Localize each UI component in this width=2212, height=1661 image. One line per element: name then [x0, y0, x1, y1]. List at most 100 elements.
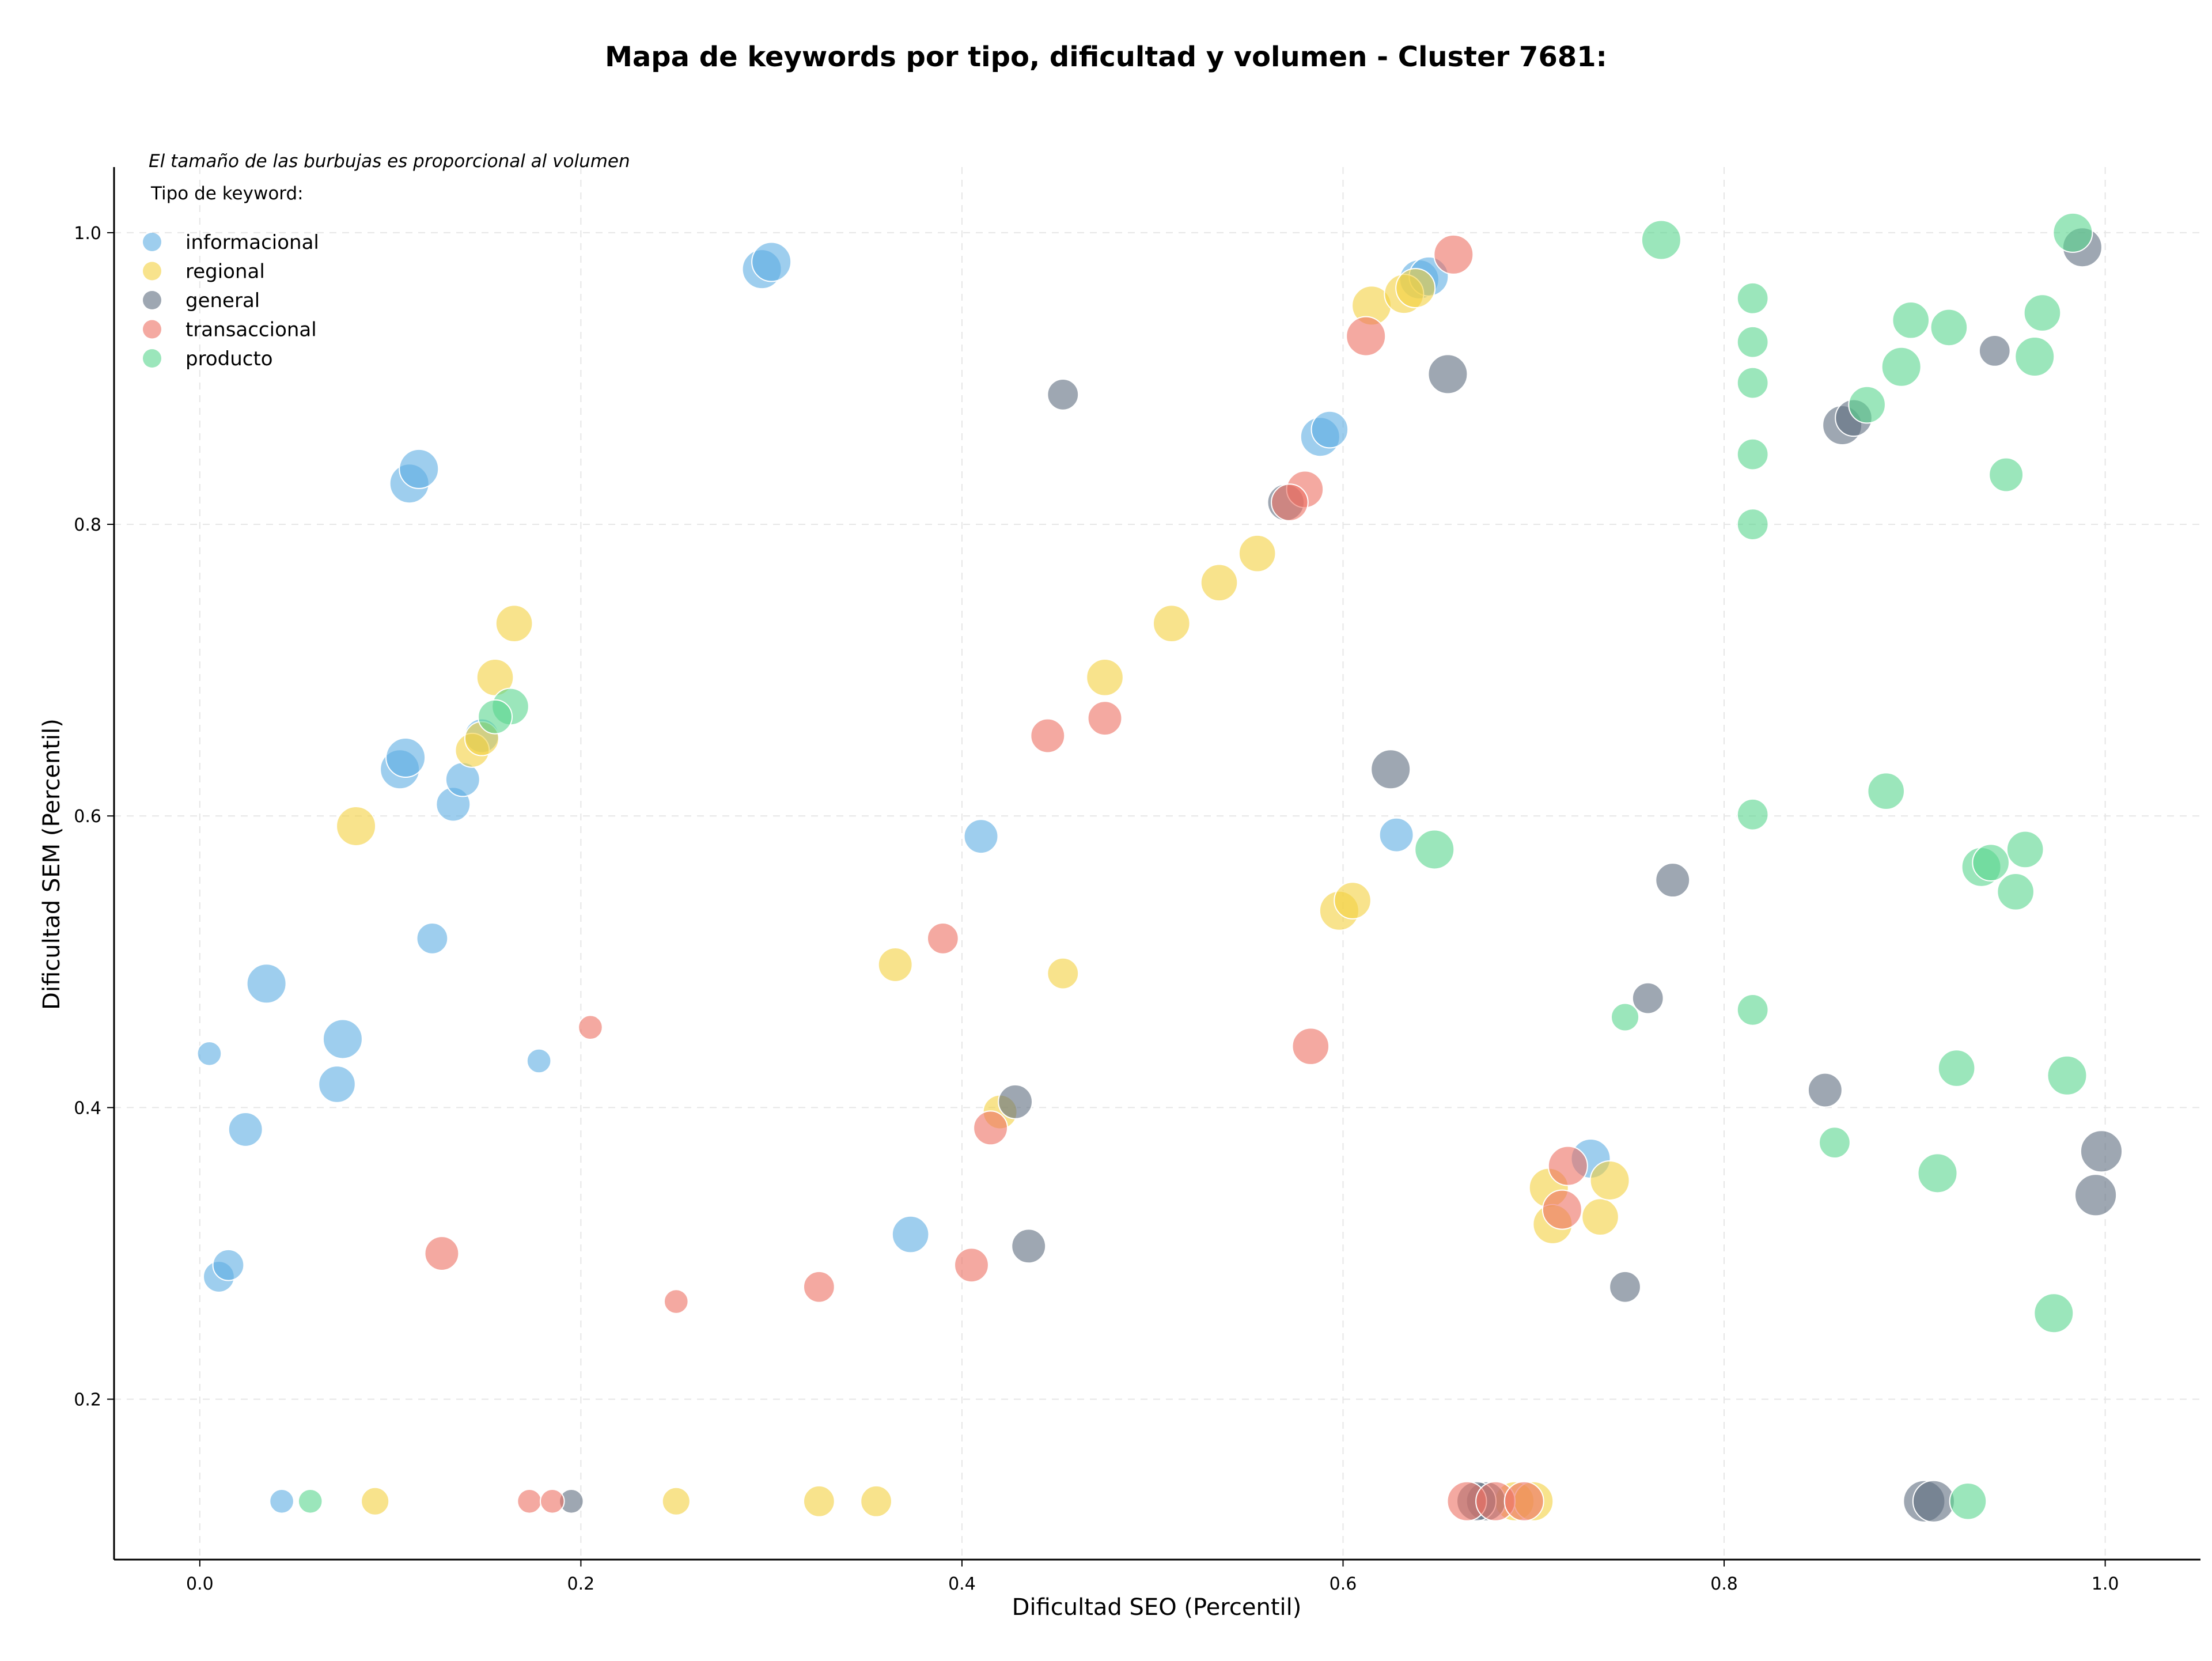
bubble-transaccional [1433, 234, 1474, 275]
bubble-informacional [318, 1065, 356, 1103]
bubble-transaccional [1503, 1481, 1544, 1522]
legend-marker-producto [143, 349, 161, 368]
bubble-transaccional [1541, 1189, 1582, 1230]
bubble-informacional [751, 241, 792, 282]
bubble-regional [860, 1485, 892, 1518]
bubble-transaccional [1087, 701, 1123, 736]
y-tick-label: 0.2 [74, 1390, 101, 1410]
legend-marker-regional [143, 262, 161, 281]
bubble-producto [1736, 438, 1769, 471]
bubble-regional [802, 1485, 835, 1518]
bubble-producto [1611, 1002, 1640, 1032]
legend-marker-transaccional [143, 320, 161, 339]
legend-label-producto: producto [185, 347, 273, 370]
series-producto [297, 212, 2093, 1520]
bubble-informacional [1378, 817, 1414, 853]
bubble-informacional [416, 922, 449, 955]
bubble-producto [2033, 1293, 2074, 1334]
bubble-transaccional [1030, 718, 1066, 754]
bubble-informacional [526, 1048, 552, 1074]
x-axis-label: Dificultad SEO (Percentil) [1012, 1594, 1302, 1621]
bubble-producto [1736, 366, 1769, 399]
bubble-informacional [385, 737, 426, 778]
bubble-regional [1238, 534, 1277, 573]
bubble-informacional [399, 448, 440, 489]
bubble-transaccional [517, 1488, 542, 1514]
bubble-general [1631, 982, 1664, 1015]
x-tick-label: 0.6 [1330, 1574, 1357, 1594]
bubble-producto [1917, 1153, 1958, 1194]
bubble-transaccional [663, 1289, 689, 1314]
bubble-producto [2014, 336, 2055, 377]
chart-title: Mapa de keywords por tipo, dificultad y … [605, 41, 1607, 73]
bubble-regional [1086, 659, 1124, 697]
bubble-producto [1736, 326, 1769, 358]
bubble-producto [1414, 829, 1455, 870]
bubble-layer [196, 212, 2123, 1523]
y-tick-label: 0.4 [74, 1098, 101, 1118]
legend-marker-informacional [143, 233, 161, 251]
legend-label-transaccional: transaccional [185, 319, 317, 342]
x-tick-label: 0.4 [948, 1574, 976, 1594]
legend-label-regional: regional [185, 260, 265, 283]
bubble-producto [1641, 220, 1681, 260]
bubble-producto [1892, 301, 1930, 339]
bubble-transaccional [578, 1015, 603, 1041]
bubble-general [1978, 335, 2011, 367]
bubble-general [1047, 378, 1080, 411]
bubble-regional [661, 1486, 691, 1516]
bubble-producto [1736, 993, 1769, 1026]
bubble-producto [1930, 308, 1968, 347]
bubble-transaccional [424, 1236, 460, 1271]
bubble-general [1427, 354, 1468, 395]
bubble-transaccional [539, 1488, 565, 1514]
bubble-regional [495, 604, 533, 642]
bubble-informacional [963, 819, 999, 854]
legend-title: Tipo de keyword: [150, 183, 304, 204]
bubble-general [1912, 1480, 1955, 1523]
bubble-producto [2047, 1055, 2088, 1096]
bubble-transaccional [926, 922, 959, 955]
bubble-producto [1819, 1126, 1851, 1159]
x-tick-label: 0.8 [1710, 1574, 1738, 1594]
bubble-producto [1867, 772, 1906, 811]
bubble-regional [1395, 268, 1436, 309]
bubble-general [998, 1084, 1033, 1119]
bubble-transaccional [954, 1247, 989, 1283]
bubble-regional [1200, 563, 1238, 602]
bubble-producto [1972, 843, 2010, 882]
bubble-transaccional [1547, 1145, 1588, 1186]
bubble-regional [1589, 1160, 1630, 1201]
ticks: 0.0 0.2 0.4 0.6 0.8 1.0 0.2 0.4 0.6 0.8 1.0 [74, 224, 2119, 1594]
bubble-informacional [891, 1215, 930, 1254]
bubble-informacional [1310, 410, 1349, 449]
bubble-informacional [269, 1488, 294, 1514]
bubble-producto [2023, 294, 2062, 332]
bubble-producto [1736, 508, 1769, 540]
legend-label-general: general [185, 289, 260, 312]
y-tick-label: 1.0 [74, 224, 101, 244]
size-note: El tamaño de las burbujas es proporciona… [149, 151, 630, 172]
bubble-producto [2006, 830, 2044, 869]
bubble-regional [1334, 881, 1372, 920]
legend-marker-general [143, 291, 161, 309]
bubble-producto [1881, 346, 1922, 387]
x-tick-label: 1.0 [2092, 1574, 2119, 1594]
series-transaccional [424, 234, 1588, 1522]
bubble-producto [478, 699, 513, 735]
bubble-informacional [212, 1248, 245, 1281]
bubble-general [1609, 1270, 1641, 1303]
bubble-transaccional [1291, 1027, 1330, 1065]
bubble-regional [1581, 1198, 1619, 1236]
bubble-transaccional [1346, 316, 1387, 357]
bubble-regional [1153, 604, 1191, 642]
series-regional [336, 268, 1630, 1522]
bubble-informacional [246, 963, 287, 1004]
bubble-producto [1848, 385, 1886, 424]
x-tick-label: 0.2 [567, 1574, 595, 1594]
bubble-producto [1736, 798, 1769, 831]
series-informacional [196, 241, 1611, 1514]
bubble-general [1370, 749, 1411, 790]
x-tick-label: 0.0 [186, 1574, 214, 1594]
bubble-transaccional [973, 1110, 1009, 1146]
